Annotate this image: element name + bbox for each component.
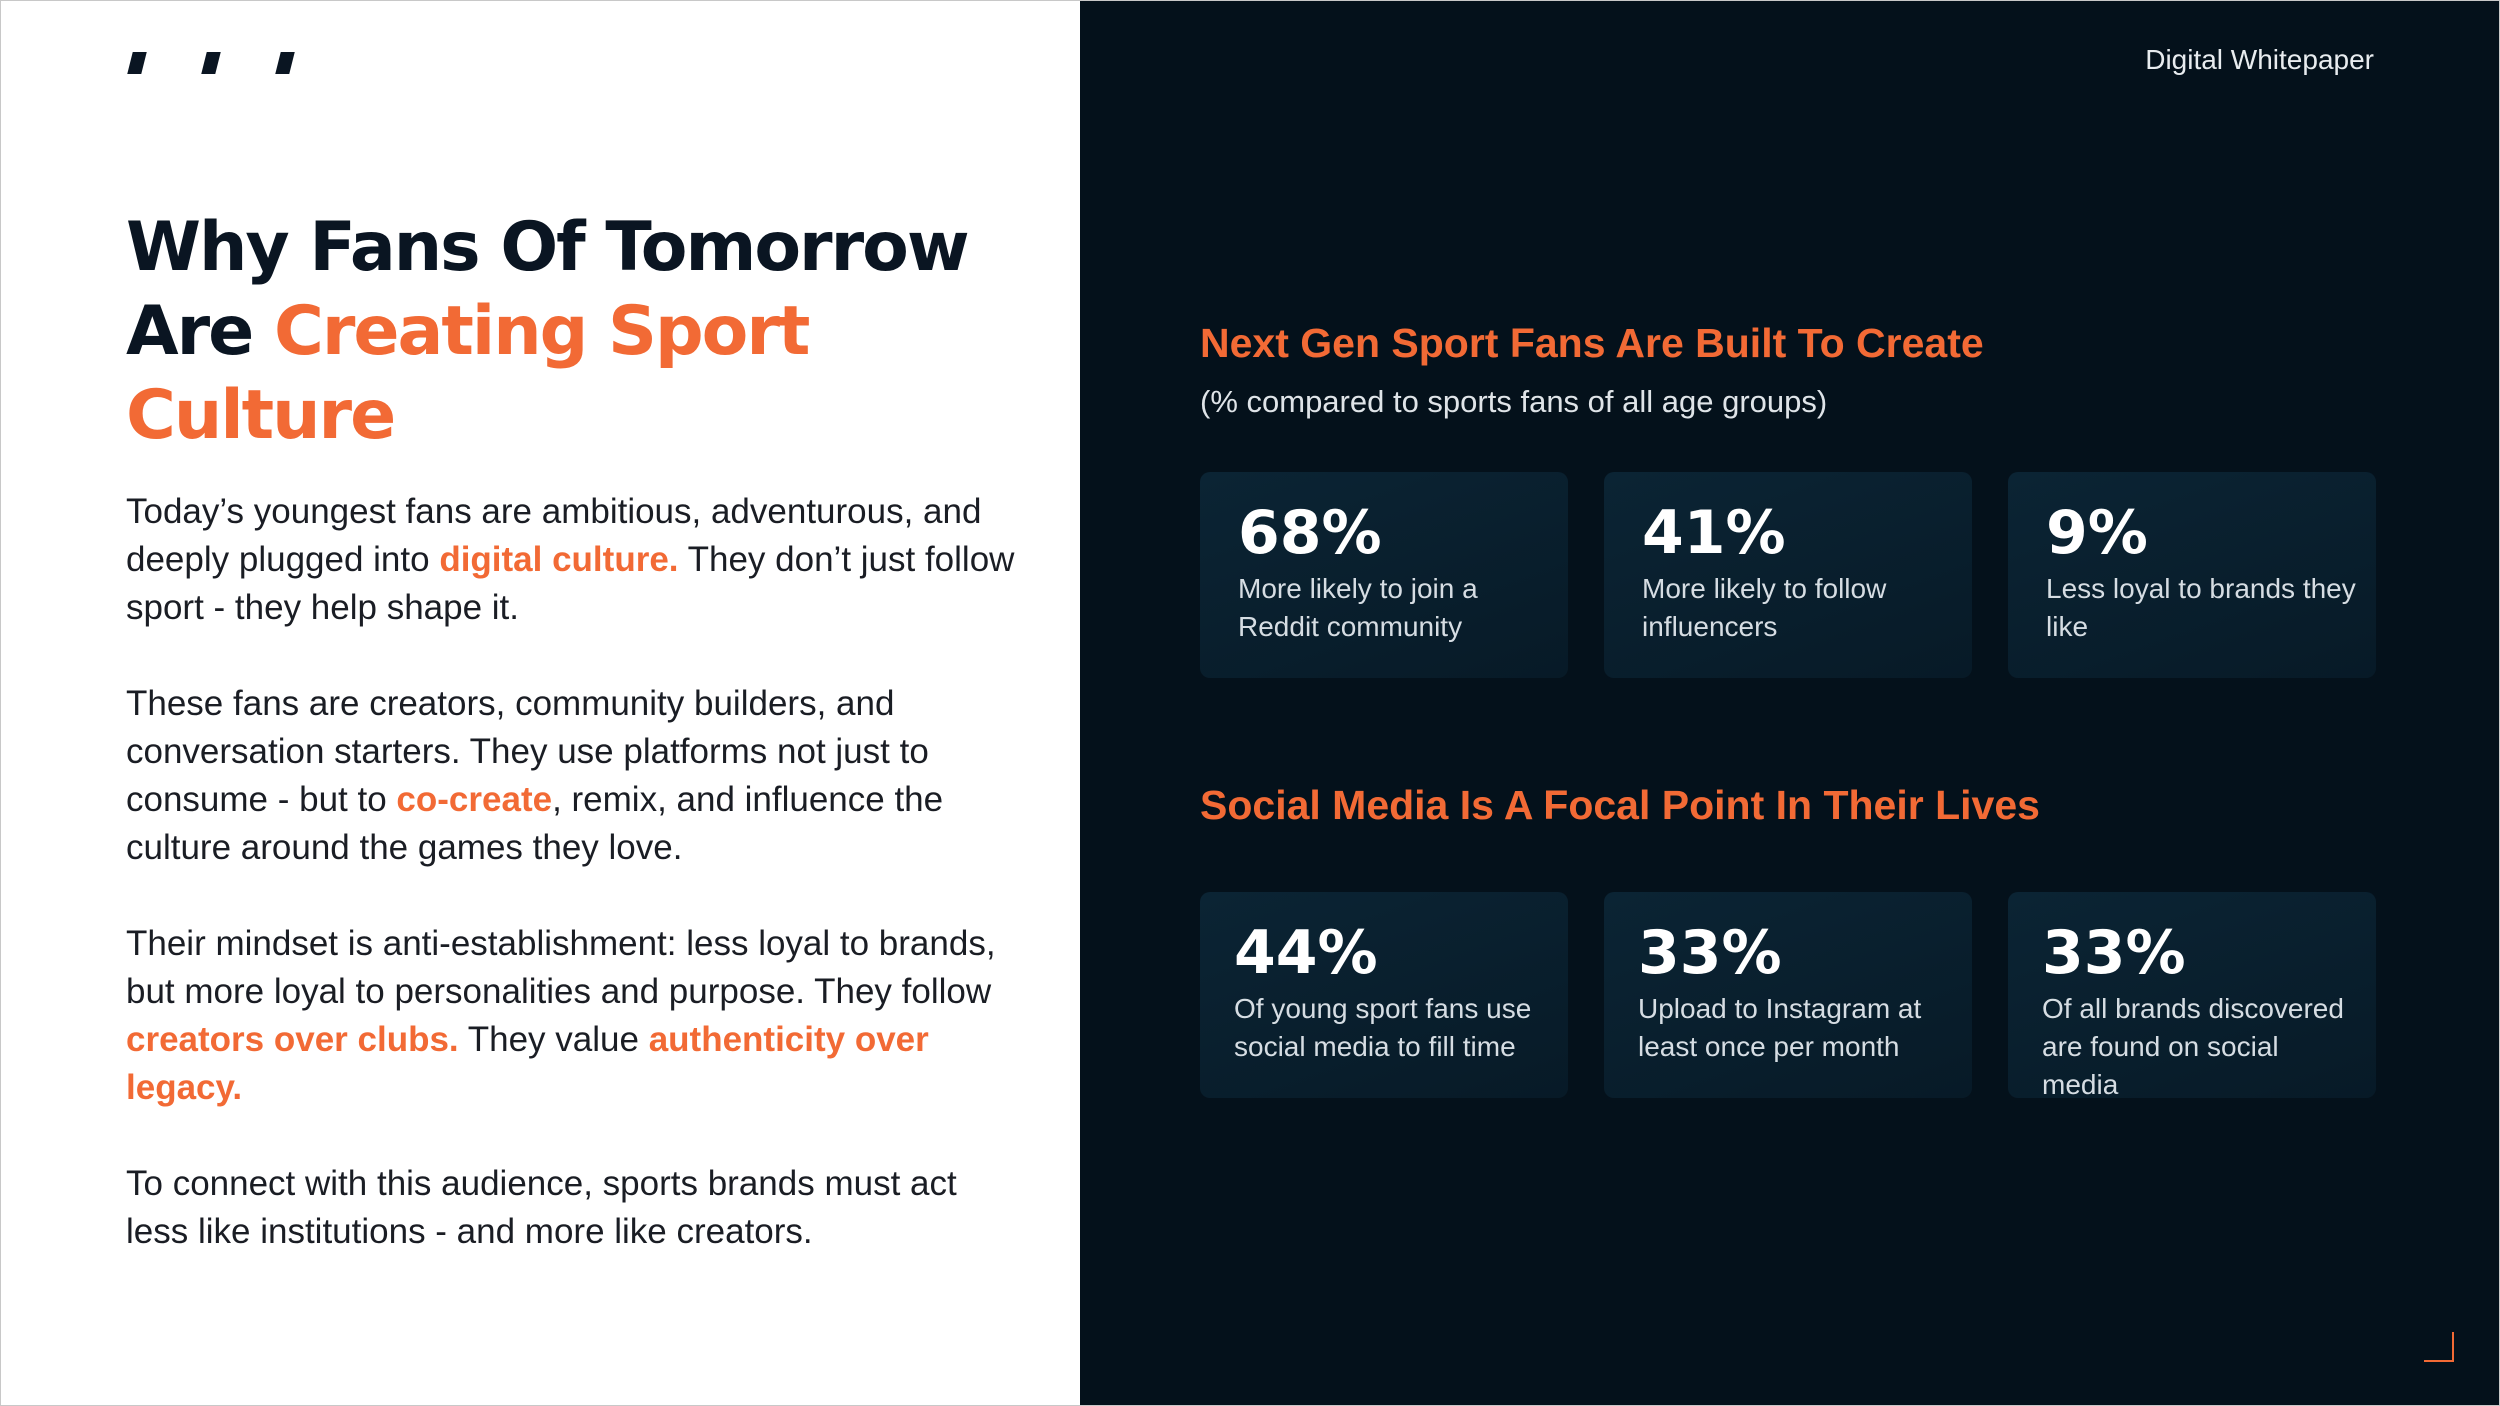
stat-card: 68% More likely to join a Reddit communi… <box>1200 472 1568 678</box>
stat-card: 9% Less loyal to brands they like <box>2008 472 2376 678</box>
paragraph-2: These fans are creators, community build… <box>126 680 1026 872</box>
stat-label: More likely to follow influencers <box>1642 573 1887 642</box>
text: These fans are creators, community build… <box>126 684 929 819</box>
stat-label: Less loyal to brands they like <box>2046 573 2356 642</box>
stat-value: 44% <box>1234 918 1378 988</box>
highlight-digital-culture: digital culture. <box>439 540 679 579</box>
corner-bracket-icon <box>2424 1332 2454 1362</box>
title-main: Why Fans Of Tomorrow Are <box>126 208 970 371</box>
paragraph-4: To connect with this audience, sports br… <box>126 1164 957 1251</box>
text: Their mindset is anti-establishment: les… <box>126 924 996 1011</box>
stat-value: 33% <box>1638 918 1782 988</box>
stat-label: Upload to Instagram at least once per mo… <box>1638 993 1922 1062</box>
logo-mark <box>201 52 221 74</box>
stat-card: 33% Upload to Instagram at least once pe… <box>1604 892 1972 1098</box>
stat-label: Of young sport fans use social media to … <box>1234 993 1532 1062</box>
stats-row-social: 44% Of young sport fans use social media… <box>1200 892 2376 1100</box>
quote-marks-logo <box>126 52 306 76</box>
paragraph-3: Their mindset is anti-establishment: les… <box>126 920 1026 1112</box>
stats-row-create: 68% More likely to join a Reddit communi… <box>1200 472 2376 678</box>
text: They don’t just follow sport - they help… <box>126 540 1015 627</box>
body-text: Today’s youngest fans are ambitious, adv… <box>126 488 1026 1304</box>
stat-card: 41% More likely to follow influencers <box>1604 472 1972 678</box>
logo-mark <box>127 52 147 74</box>
highlight-creators-over-clubs: creators over clubs. <box>126 1020 459 1059</box>
title-highlight: Creating Sport Culture <box>126 292 810 455</box>
left-panel: Why Fans Of Tomorrow Are Creating Sport … <box>0 0 1080 1406</box>
stat-card: 44% Of young sport fans use social media… <box>1200 892 1568 1098</box>
section-subtitle: (% compared to sports fans of all age gr… <box>1200 384 1828 419</box>
stat-label: More likely to join a Reddit community <box>1238 573 1478 642</box>
logo-mark <box>275 52 295 74</box>
text: Today’s youngest fans are ambitious, adv… <box>126 492 982 579</box>
section-title-create: Next Gen Sport Fans Are Built To Create <box>1200 320 1984 366</box>
stat-value: 68% <box>1238 498 1382 568</box>
page-title: Why Fans Of Tomorrow Are Creating Sport … <box>126 206 1046 458</box>
highlight-co-create: co-create <box>396 780 553 819</box>
text: They value <box>458 1020 649 1059</box>
stat-value: 9% <box>2046 498 2148 568</box>
stat-label: Of all brands discovered are found on so… <box>2042 993 2344 1100</box>
right-panel: Digital Whitepaper Next Gen Sport Fans A… <box>1080 0 2500 1406</box>
stat-value: 33% <box>2042 918 2186 988</box>
section-title-social: Social Media Is A Focal Point In Their L… <box>1200 782 2040 828</box>
doc-label: Digital Whitepaper <box>2145 44 2374 75</box>
stat-card: 33% Of all brands discovered are found o… <box>2008 892 2376 1100</box>
text: , remix, and influence the culture aroun… <box>126 780 944 867</box>
paragraph-1: Today’s youngest fans are ambitious, adv… <box>126 488 1026 632</box>
stat-value: 41% <box>1642 498 1786 568</box>
highlight-authenticity-over-legacy: authenticity over legacy. <box>126 1020 929 1107</box>
